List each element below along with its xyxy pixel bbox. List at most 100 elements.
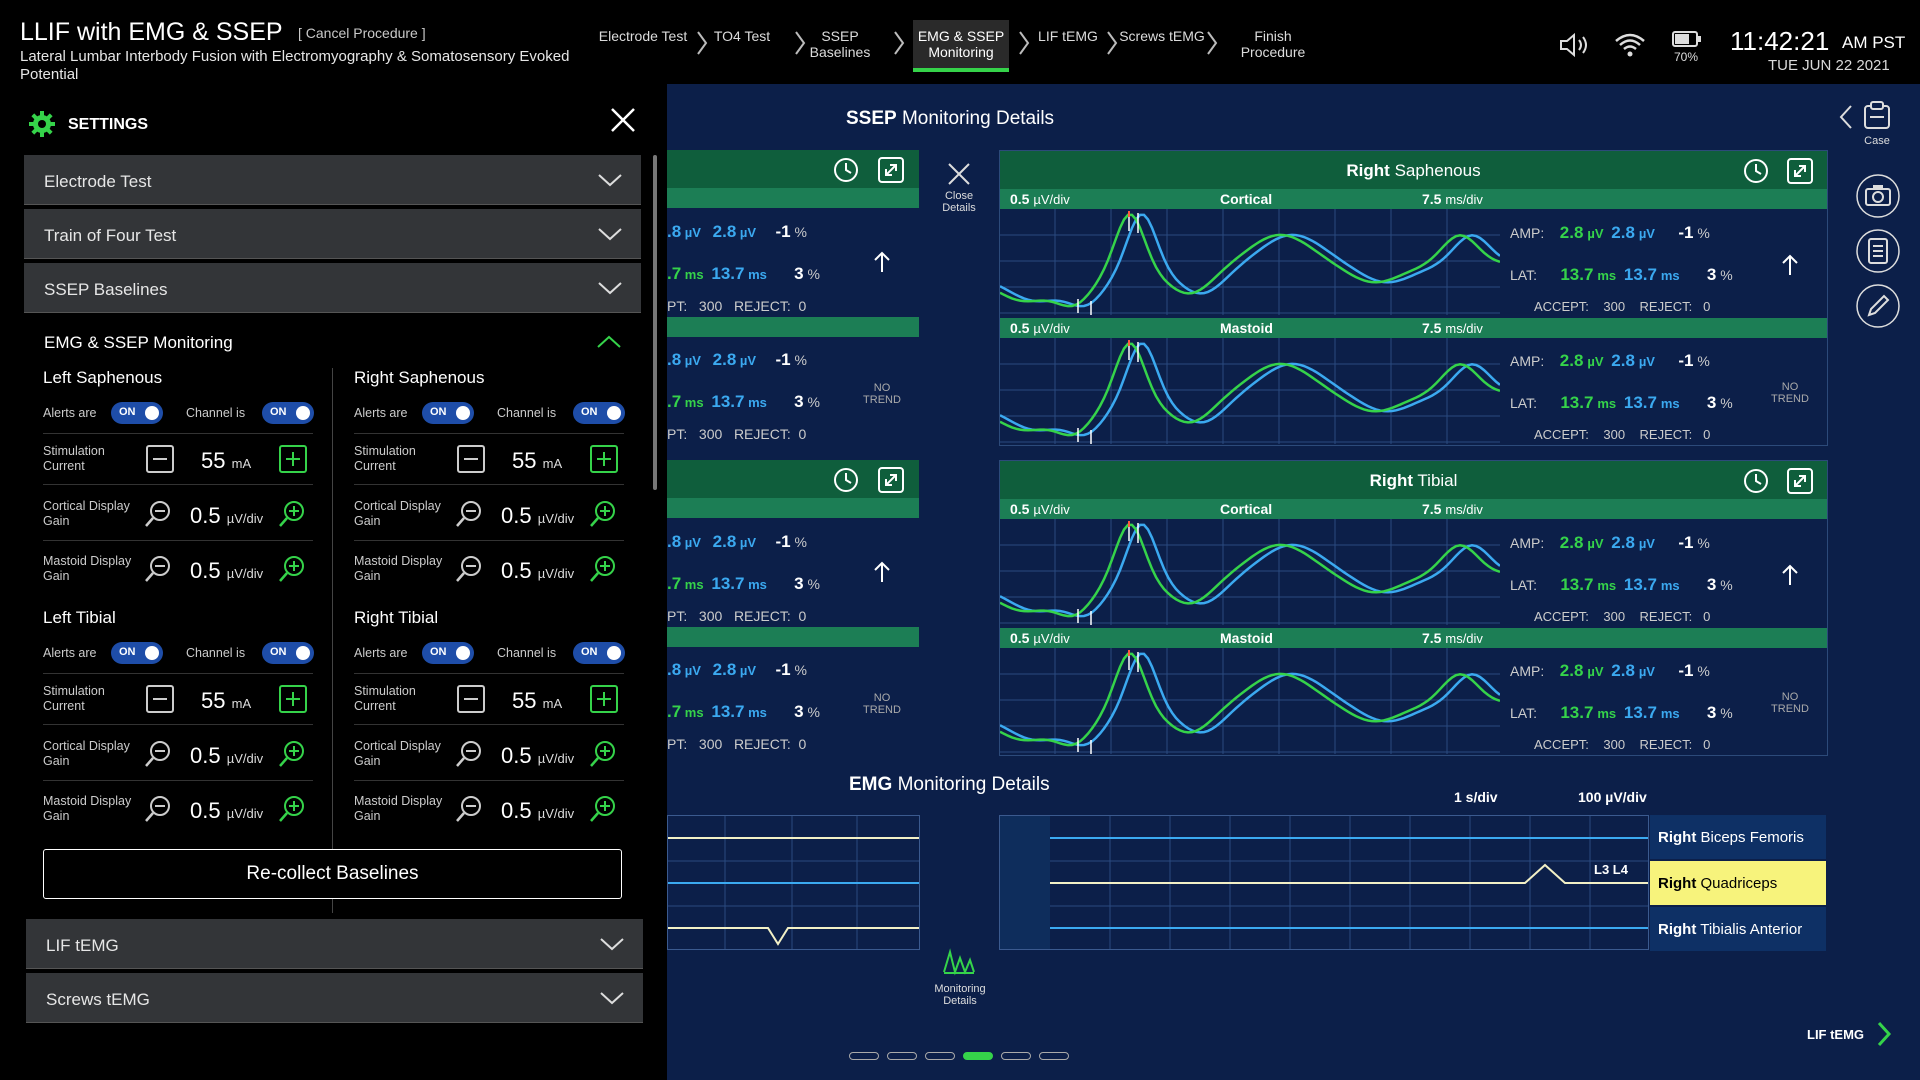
zoom-in-icon[interactable]: [588, 499, 618, 529]
expand-icon[interactable]: [1786, 467, 1814, 495]
alerts-toggle[interactable]: ON: [422, 402, 474, 424]
no-trend-label: NO TREND: [863, 382, 901, 406]
stim-increase-button[interactable]: [279, 445, 307, 473]
stim-decrease-button[interactable]: [457, 445, 485, 473]
section-train-of-four[interactable]: Train of Four Test: [24, 209, 641, 259]
stim-increase-button[interactable]: [590, 685, 618, 713]
cortical-gain-value: 0.5 µV/div: [501, 743, 575, 768]
wifi-icon[interactable]: [1614, 32, 1646, 58]
expand-icon[interactable]: [1786, 157, 1814, 185]
case-label[interactable]: Case: [1864, 135, 1890, 147]
recollect-baselines-button[interactable]: Re-collect Baselines: [43, 849, 622, 899]
zoom-out-icon[interactable]: [143, 554, 173, 584]
emg-heading: EMG Monitoring Details: [849, 774, 1050, 795]
alerts-toggle[interactable]: ON: [422, 642, 474, 664]
page-dot-5[interactable]: [1001, 1052, 1031, 1060]
chevron-right-icon[interactable]: [1876, 1020, 1892, 1048]
stim-increase-button[interactable]: [279, 685, 307, 713]
chevron-left-icon[interactable]: [1838, 103, 1854, 131]
left-saphenous-panel: .8 µV 2.8 µV -1 % .7 ms 13.7 ms 3 % PT: …: [667, 150, 919, 445]
channel-label: Channel is: [497, 406, 557, 420]
zoom-out-icon[interactable]: [143, 499, 173, 529]
history-icon[interactable]: [1742, 157, 1770, 185]
stim-increase-button[interactable]: [590, 445, 618, 473]
step-ssep-baselines[interactable]: SSEP Baselines: [809, 28, 871, 60]
zoom-out-icon[interactable]: [143, 794, 173, 824]
chevron-right-icon: [1107, 31, 1118, 55]
group-left-saphenous-title: Left Saphenous: [43, 368, 163, 387]
muscle-right-tibialis-anterior[interactable]: Right Tibialis Anterior: [1650, 907, 1826, 951]
step-electrode-test[interactable]: Electrode Test: [598, 28, 688, 44]
chevron-up-icon[interactable]: [596, 335, 622, 349]
close-details-icon[interactable]: [945, 160, 973, 188]
channel-toggle[interactable]: ON: [573, 402, 625, 424]
zoom-in-icon[interactable]: [588, 554, 618, 584]
zoom-out-icon[interactable]: [143, 739, 173, 769]
settings-scrollbar[interactable]: [653, 155, 657, 490]
step-lif-temg[interactable]: LIF tEMG: [1038, 28, 1098, 44]
clipboard-icon[interactable]: [1862, 100, 1892, 130]
channel-toggle[interactable]: ON: [262, 642, 314, 664]
section-screws-temg[interactable]: Screws tEMG: [26, 973, 643, 1023]
mastoid-gain-label: Mastoid Display Gain: [354, 554, 443, 583]
muscle-right-quadriceps[interactable]: Right Quadriceps: [1650, 861, 1826, 905]
camera-icon[interactable]: [1855, 173, 1901, 219]
close-icon[interactable]: [609, 106, 637, 134]
page-dot-6[interactable]: [1039, 1052, 1069, 1060]
monitoring-details-label[interactable]: Monitoring Details: [934, 983, 986, 1007]
history-icon[interactable]: [832, 156, 860, 184]
monitoring-details-icon[interactable]: [942, 948, 976, 976]
expand-icon[interactable]: [877, 466, 905, 494]
page-dot-1[interactable]: [849, 1052, 879, 1060]
mastoid-label: Mastoid: [1220, 320, 1273, 336]
history-icon[interactable]: [832, 466, 860, 494]
page-dot-4[interactable]: [963, 1052, 993, 1060]
chevron-down-icon: [598, 228, 622, 241]
stim-value: 55 mA: [512, 448, 563, 473]
left-cortical-amp: .8 µV 2.8 µV -1 %: [667, 222, 807, 241]
close-details-label[interactable]: Close Details: [942, 190, 976, 214]
alerts-toggle[interactable]: ON: [111, 402, 163, 424]
history-icon[interactable]: [1742, 467, 1770, 495]
cortical-gain-label: Cortical Display Gain: [354, 499, 441, 528]
expand-icon[interactable]: [877, 156, 905, 184]
zoom-in-icon[interactable]: [277, 739, 307, 769]
step-finish-procedure[interactable]: Finish Procedure: [1240, 28, 1306, 60]
left-cortical-lat: .7 ms 13.7 ms 3 %: [667, 264, 820, 283]
zoom-out-icon[interactable]: [454, 554, 484, 584]
cancel-procedure-link[interactable]: [ Cancel Procedure ]: [298, 25, 426, 41]
section-emg-ssep-monitoring[interactable]: EMG & SSEP Monitoring: [44, 333, 233, 352]
muscle-right-biceps-femoris[interactable]: Right Biceps Femoris: [1650, 815, 1826, 859]
mastoid-label: Mastoid: [1220, 630, 1273, 646]
battery-percent: 70%: [1674, 50, 1699, 64]
section-electrode-test[interactable]: Electrode Test: [24, 155, 641, 205]
pencil-icon[interactable]: [1855, 283, 1901, 329]
step-to4-test[interactable]: TO4 Test: [713, 28, 771, 44]
zoom-out-icon[interactable]: [454, 739, 484, 769]
section-lif-temg[interactable]: LIF tEMG: [26, 919, 643, 969]
zoom-in-icon[interactable]: [588, 794, 618, 824]
zoom-out-icon[interactable]: [454, 499, 484, 529]
page-dot-2[interactable]: [887, 1052, 917, 1060]
zoom-in-icon[interactable]: [588, 739, 618, 769]
zoom-out-icon[interactable]: [454, 794, 484, 824]
gear-icon: [29, 111, 55, 137]
zoom-in-icon[interactable]: [277, 794, 307, 824]
channel-toggle[interactable]: ON: [573, 642, 625, 664]
zoom-in-icon[interactable]: [277, 499, 307, 529]
channel-toggle[interactable]: ON: [262, 402, 314, 424]
section-ssep-baselines[interactable]: SSEP Baselines: [24, 263, 641, 313]
stim-decrease-button[interactable]: [457, 685, 485, 713]
stim-decrease-button[interactable]: [146, 685, 174, 713]
next-step-label[interactable]: LIF tEMG: [1807, 1027, 1865, 1042]
chevron-down-icon: [598, 174, 622, 187]
group-right-saphenous-title: Right Saphenous: [354, 368, 485, 387]
step-screws-temg[interactable]: Screws tEMG: [1119, 28, 1205, 44]
step-emg-ssep-monitoring[interactable]: EMG & SSEP Monitoring: [913, 20, 1009, 72]
page-dot-3[interactable]: [925, 1052, 955, 1060]
notes-icon[interactable]: [1855, 228, 1901, 274]
zoom-in-icon[interactable]: [277, 554, 307, 584]
stim-decrease-button[interactable]: [146, 445, 174, 473]
speaker-icon[interactable]: [1558, 32, 1592, 58]
alerts-toggle[interactable]: ON: [111, 642, 163, 664]
